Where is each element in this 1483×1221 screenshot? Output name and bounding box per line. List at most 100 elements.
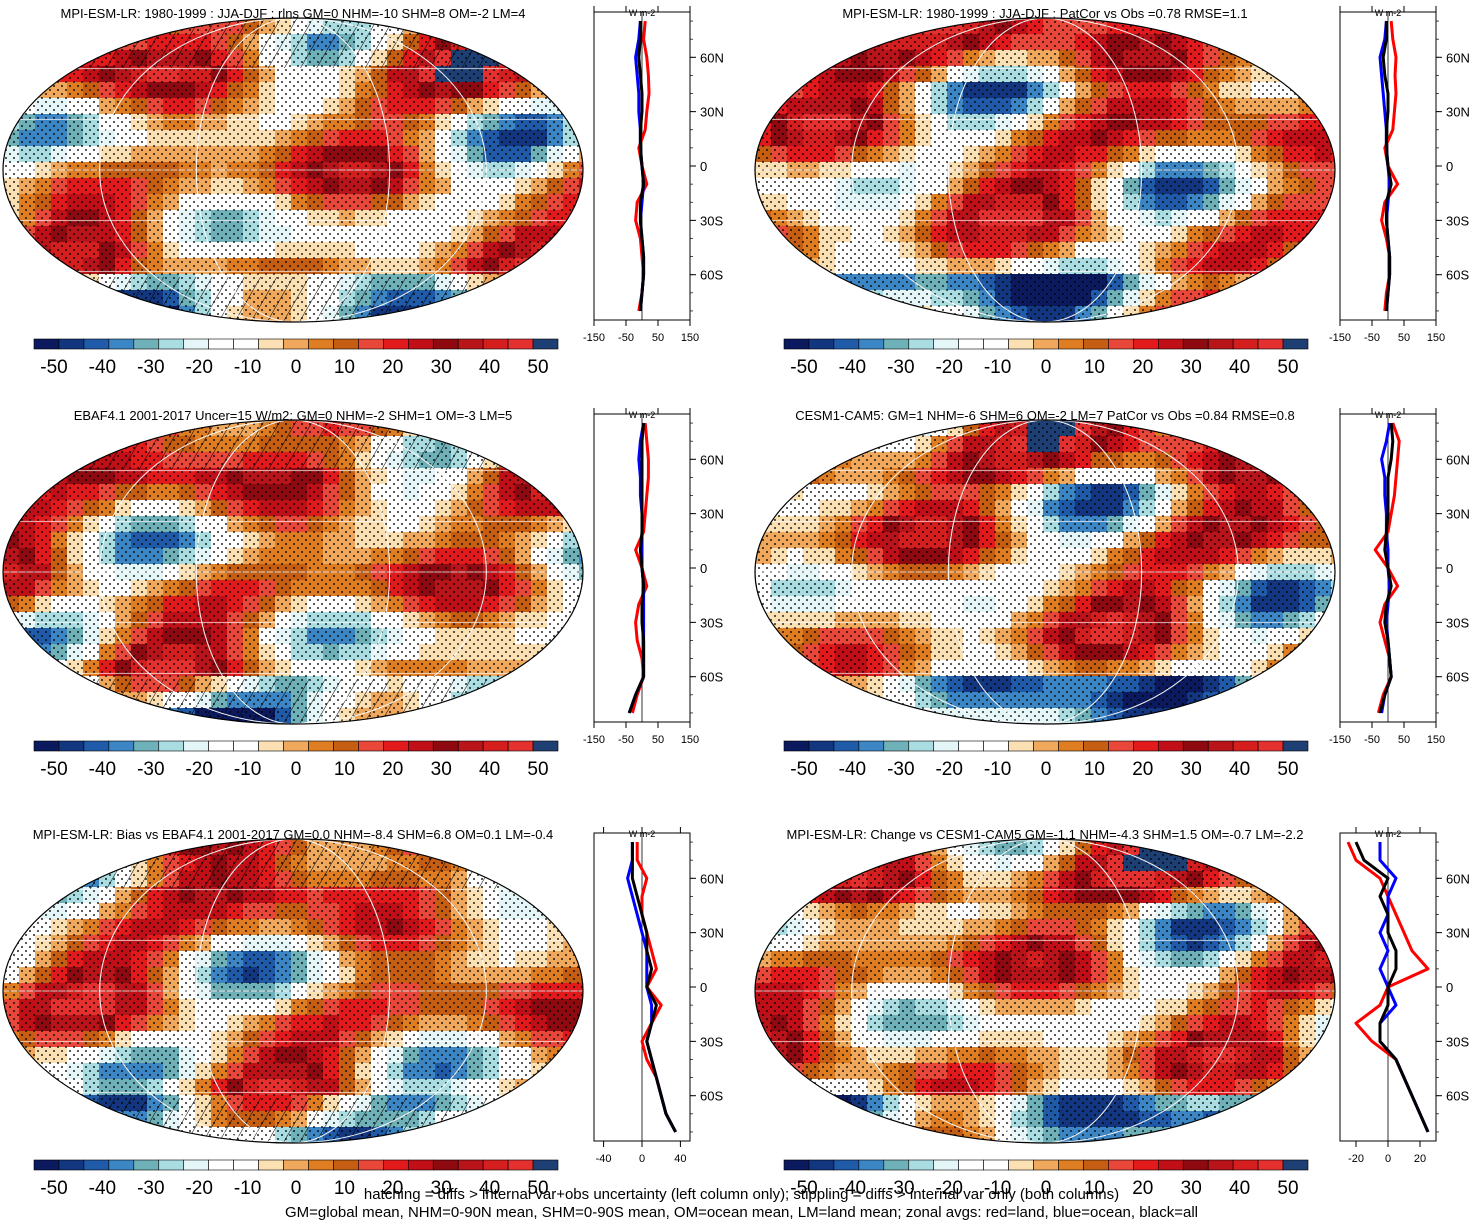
colorbar-swatch [1232,740,1259,752]
colorbar-swatch [858,338,885,350]
colorbar-swatch [1033,1159,1059,1171]
colorbar-label: 50 [1277,357,1298,378]
colorbar-swatch [432,740,459,752]
colorbar-label: 30 [1181,1178,1202,1199]
colorbar-swatch [233,1159,259,1171]
colorbar-swatch [1108,338,1134,350]
colorbar-swatch [1257,740,1284,752]
colorbar-swatch [1133,1159,1159,1171]
colorbar-swatch [457,338,484,350]
lat-label: 60N [700,452,724,467]
lat-label: 60S [700,1089,723,1104]
x-tick-label: 0 [639,1153,645,1165]
colorbar-swatch [532,338,559,350]
colorbar-swatch [258,338,284,350]
colorbar-swatch [1008,740,1034,752]
map-outline [2,838,584,1144]
series-all [1378,422,1395,714]
colorbar-swatch [1232,338,1259,350]
hatching-south [3,1098,583,1143]
colorbar-swatch [283,338,309,350]
x-tick-label: 20 [1414,1153,1426,1165]
hatching-south [3,679,583,724]
colorbar-swatch [108,1159,135,1171]
series-all [637,21,646,312]
colorbar-label: 0 [1041,357,1052,378]
lat-label: 60N [700,50,724,65]
panel-title: EBAF4.1 2001-2017 Uncer=15 W/m2: GM=0 NH… [74,408,513,423]
colorbar-swatch [1083,1159,1109,1171]
colorbar-label: -20 [185,1178,212,1199]
colorbar-swatch [1133,740,1159,752]
colorbar-swatch [83,740,110,752]
colorbar-swatch [1033,740,1059,752]
x-tick-label: 50 [652,734,664,746]
colorbar: -50 -40 -30 -20 -10 0 10 20 30 40 50 [783,338,1309,378]
map-field [3,420,583,724]
colorbar-swatch [783,740,810,752]
colorbar-swatch [233,740,259,752]
lat-label: 30N [1446,105,1470,120]
footnote-line-2: GM=global mean, NHM=0-90N mean, SHM=0-90… [284,1204,1198,1221]
colorbar-label: -50 [40,357,67,378]
lat-label: 60S [1446,268,1469,283]
colorbar-swatch [233,338,259,350]
x-tick-label: 150 [1427,734,1445,746]
zonal-mean-plot: W m-2 60N 30N 0 30S 60S -20 0 20 [1339,827,1470,1165]
colorbar-swatch [333,338,359,350]
colorbar-swatch [1207,1159,1234,1171]
colorbar-swatch [783,338,810,350]
colorbar-label: -20 [935,759,962,780]
map-outline [754,419,1336,725]
panel-title: MPI-ESM-LR: 1980-1999 : JJA-DJF : rlns G… [61,6,526,21]
colorbar-label: -50 [40,759,67,780]
colorbar-label: 50 [527,759,548,780]
colorbar-swatch [1083,740,1109,752]
lat-label: 30S [700,615,723,630]
panel-6: MPI-ESM-LR: Change vs CESM1-CAM5 GM=-1.1… [754,827,1470,1199]
colorbar-swatch [133,1159,160,1171]
colorbar-swatch [1133,338,1159,350]
colorbar-swatch [258,740,284,752]
units-label: W m-2 [629,410,656,420]
zonal-mean-plot: W m-2 60N 30N 0 30S 60S -150 -50 50 150 [1329,6,1470,344]
x-tick-label: -150 [1329,332,1351,344]
colorbar-label: -10 [984,1178,1011,1199]
colorbar-swatch [108,740,135,752]
lat-label: 0 [700,980,707,995]
colorbar-label: -30 [887,357,914,378]
map-field [755,18,1335,322]
colorbar-swatch [208,1159,234,1171]
colorbar-label: 30 [431,357,452,378]
colorbar-swatch [1257,338,1284,350]
colorbar-swatch [532,740,559,752]
colorbar-label: 20 [1132,1178,1153,1199]
panel-3: EBAF4.1 2001-2017 Uncer=15 W/m2: GM=0 NH… [2,408,724,780]
colorbar-swatch [407,1159,434,1171]
colorbar-label: 40 [479,357,500,378]
colorbar-swatch [1108,1159,1134,1171]
lat-label: 0 [700,159,707,174]
colorbar-label: 20 [1132,759,1153,780]
colorbar-swatch [1157,1159,1184,1171]
colorbar-swatch [33,1159,60,1171]
colorbar-label: -30 [137,1178,164,1199]
colorbar-label: 10 [1084,357,1105,378]
colorbar-swatch [958,1159,984,1171]
lat-label: 30N [1446,507,1470,522]
colorbar-label: 30 [431,759,452,780]
series-all [1381,21,1393,312]
lat-label: 30N [700,926,724,941]
colorbar-swatch [1182,740,1209,752]
colorbar-swatch [283,740,309,752]
colorbar-swatch [1008,338,1034,350]
colorbar-label: 50 [527,357,548,378]
colorbar-label: 20 [382,1178,403,1199]
colorbar: -50 -40 -30 -20 -10 0 10 20 30 40 50 [33,338,559,378]
colorbar-swatch [1232,1159,1259,1171]
colorbar-swatch [1058,338,1084,350]
colorbar-label: 30 [1181,759,1202,780]
colorbar-swatch [507,740,534,752]
hatching-south [3,277,583,322]
panel-title: MPI-ESM-LR: Bias vs EBAF4.1 2001-2017 GM… [33,827,554,842]
